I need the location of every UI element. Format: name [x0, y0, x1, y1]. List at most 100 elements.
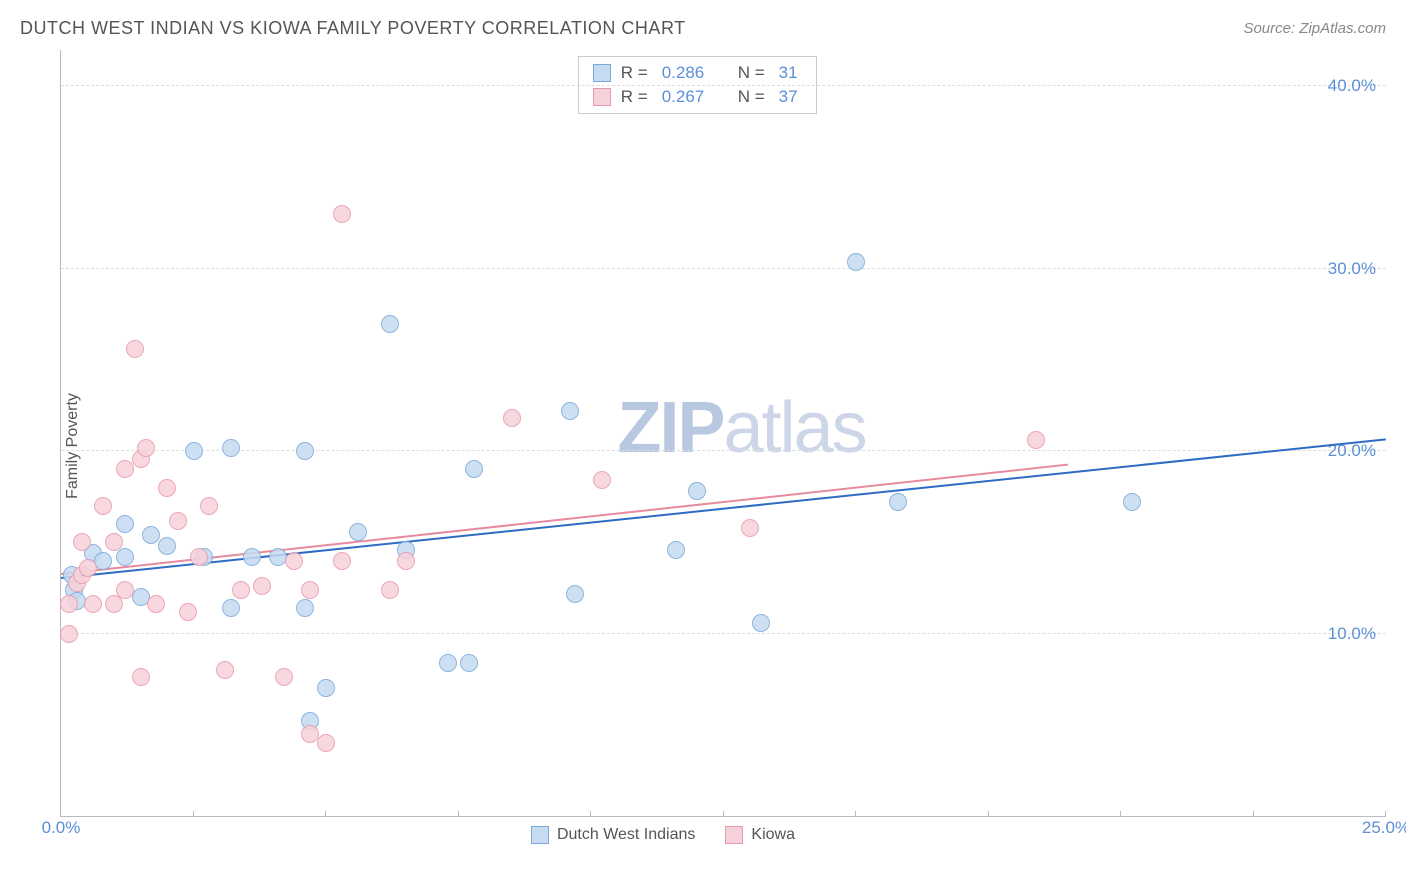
data-point: [243, 548, 261, 566]
x-tick: [1120, 811, 1121, 817]
legend-swatch: [531, 826, 549, 844]
stat-n-label: N =: [738, 87, 765, 107]
stat-r-value: 0.286: [662, 63, 705, 83]
watermark: ZIPatlas: [618, 387, 866, 469]
data-point: [158, 537, 176, 555]
y-tick-label: 10.0%: [1328, 624, 1376, 644]
x-tick: [325, 811, 326, 817]
gridline: [61, 85, 1386, 86]
data-point: [667, 541, 685, 559]
source-attribution: Source: ZipAtlas.com: [1243, 20, 1386, 37]
data-point: [566, 585, 584, 603]
watermark-part2: atlas: [724, 388, 866, 468]
legend-item: Kiowa: [725, 826, 795, 844]
data-point: [381, 315, 399, 333]
x-tick: [193, 811, 194, 817]
data-point: [116, 548, 134, 566]
data-point: [460, 654, 478, 672]
stat-row: R = 0.286 N = 31: [579, 61, 816, 85]
stat-r-label: R =: [621, 63, 648, 83]
chart-title: DUTCH WEST INDIAN VS KIOWA FAMILY POVERT…: [20, 18, 686, 39]
stat-n-label: N =: [738, 63, 765, 83]
plot-region: ZIPatlas R = 0.286 N = 31 R = 0.267 N = 37 10…: [60, 50, 1386, 817]
stat-n-value: 37: [779, 87, 798, 107]
x-tick: [60, 811, 61, 817]
legend-swatch: [725, 826, 743, 844]
data-point: [84, 595, 102, 613]
data-point: [503, 409, 521, 427]
y-tick-label: 30.0%: [1328, 259, 1376, 279]
stat-n-value: 31: [779, 63, 798, 83]
data-point: [285, 552, 303, 570]
watermark-part1: ZIP: [618, 388, 724, 468]
data-point: [116, 460, 134, 478]
data-point: [169, 512, 187, 530]
stat-swatch: [593, 88, 611, 106]
x-tick: [723, 811, 724, 817]
data-point: [439, 654, 457, 672]
data-point: [1027, 431, 1045, 449]
data-point: [222, 439, 240, 457]
data-point: [349, 523, 367, 541]
data-point: [381, 581, 399, 599]
data-point: [116, 515, 134, 533]
x-tick: [1385, 811, 1386, 817]
gridline: [61, 450, 1386, 451]
data-point: [317, 679, 335, 697]
legend-label: Kiowa: [751, 826, 795, 844]
data-point: [847, 253, 865, 271]
data-point: [253, 577, 271, 595]
x-tick: [590, 811, 591, 817]
stat-r-value: 0.267: [662, 87, 705, 107]
data-point: [222, 599, 240, 617]
data-point: [688, 482, 706, 500]
data-point: [752, 614, 770, 632]
data-point: [301, 581, 319, 599]
data-point: [79, 559, 97, 577]
data-point: [137, 439, 155, 457]
data-point: [465, 460, 483, 478]
gridline: [61, 633, 1386, 634]
data-point: [889, 493, 907, 511]
data-point: [333, 552, 351, 570]
x-tick: [855, 811, 856, 817]
data-point: [60, 625, 78, 643]
data-point: [94, 552, 112, 570]
data-point: [60, 595, 78, 613]
data-point: [275, 668, 293, 686]
legend: Dutch West Indians Kiowa: [531, 826, 795, 844]
data-point: [593, 471, 611, 489]
legend-item: Dutch West Indians: [531, 826, 695, 844]
data-point: [126, 340, 144, 358]
data-point: [296, 442, 314, 460]
x-tick: [1253, 811, 1254, 817]
data-point: [105, 533, 123, 551]
stat-swatch: [593, 64, 611, 82]
data-point: [397, 552, 415, 570]
stat-r-label: R =: [621, 87, 648, 107]
x-tick: [458, 811, 459, 817]
data-point: [132, 668, 150, 686]
data-point: [216, 661, 234, 679]
data-point: [179, 603, 197, 621]
stat-row: R = 0.267 N = 37: [579, 85, 816, 109]
chart-area: Family Poverty ZIPatlas R =0.286 N =31R …: [50, 50, 1386, 842]
legend-label: Dutch West Indians: [557, 826, 695, 844]
data-point: [333, 205, 351, 223]
data-point: [190, 548, 208, 566]
data-point: [158, 479, 176, 497]
data-point: [200, 497, 218, 515]
data-point: [741, 519, 759, 537]
data-point: [147, 595, 165, 613]
data-point: [296, 599, 314, 617]
data-point: [73, 533, 91, 551]
data-point: [94, 497, 112, 515]
data-point: [1123, 493, 1141, 511]
data-point: [142, 526, 160, 544]
data-point: [116, 581, 134, 599]
data-point: [317, 734, 335, 752]
data-point: [232, 581, 250, 599]
data-point: [185, 442, 203, 460]
y-tick-label: 40.0%: [1328, 76, 1376, 96]
x-tick: [988, 811, 989, 817]
